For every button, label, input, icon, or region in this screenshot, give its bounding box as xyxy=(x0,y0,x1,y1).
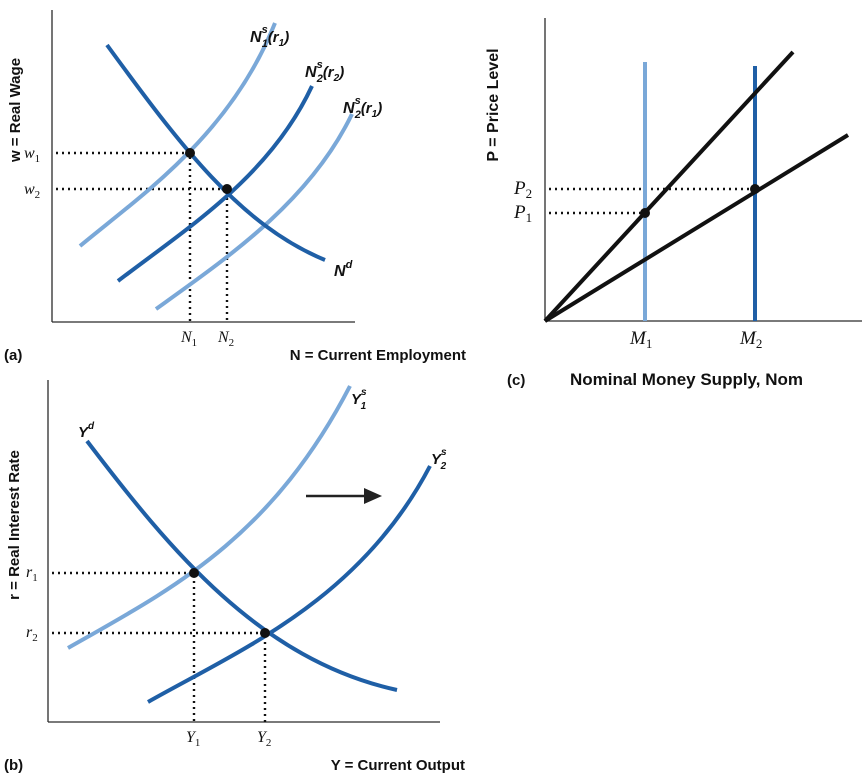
panel-a: w = Real Wage Ns 1(r1) Ns 2(r2) Ns 2(r1) Nd… xyxy=(4,10,466,364)
ys2-curve-label: Ys 2 xyxy=(431,447,447,472)
equilibrium-point-r1 xyxy=(189,568,199,578)
ys1-curve-label: Ys 1 xyxy=(351,387,367,412)
ns2-r2-curve-label: Ns 2(r2) xyxy=(305,59,344,85)
y1-tick-label: Y1 xyxy=(186,729,200,749)
price-ray-steep xyxy=(543,50,795,323)
panel-a-label: (a) xyxy=(4,347,22,364)
panel-b: r = Real Interest Rate Yd Ys 1 Ys 2 r1 r2 … xyxy=(4,380,465,774)
w2-guide xyxy=(56,187,229,322)
ns2-r1-curve-label: Ns 2(r1) xyxy=(343,95,382,121)
m2-tick-label: M2 xyxy=(739,328,762,351)
labor-supply-n2s-r2-curve xyxy=(116,85,314,283)
labor-demand-nd-curve xyxy=(105,43,326,262)
panel-c: P = Price Level P2 P1 M1 M2 (c) Nominal … xyxy=(485,18,862,389)
panel-c-label: (c) xyxy=(507,372,525,389)
p2-tick-label: P2 xyxy=(513,178,532,201)
output-supply-ys1-curve xyxy=(67,385,352,650)
ns1-r1-curve-label: Ns 1(r1) xyxy=(250,24,289,50)
panel-c-x-axis-label: Nominal Money Supply, Nom xyxy=(570,370,803,389)
nd-curve-label: Nd xyxy=(334,259,353,280)
equilibrium-point-1 xyxy=(185,148,195,158)
panel-a-y-axis-label: w = Real Wage xyxy=(7,58,24,163)
equilibrium-point-r2 xyxy=(260,628,270,638)
panel-b-label: (b) xyxy=(4,757,23,774)
y2-tick-label: Y2 xyxy=(257,729,271,749)
shift-arrow-head xyxy=(364,488,382,504)
n2-tick-label: N2 xyxy=(217,329,234,349)
panel-b-y-axis-label: r = Real Interest Rate xyxy=(6,450,23,600)
n1-tick-label: N1 xyxy=(180,329,197,349)
r1-tick-label: r1 xyxy=(26,564,38,584)
output-supply-ys2-curve xyxy=(147,465,432,704)
price-point-p1 xyxy=(640,208,650,218)
p1-tick-label: P1 xyxy=(513,202,532,225)
panel-c-y-axis-label: P = Price Level xyxy=(485,48,502,161)
yd-curve-label: Yd xyxy=(78,421,95,441)
equilibrium-point-2 xyxy=(222,184,232,194)
r2-guide xyxy=(52,631,267,722)
w2-tick-label: w2 xyxy=(24,181,40,201)
r2-tick-label: r2 xyxy=(26,624,38,644)
output-demand-yd-curve xyxy=(85,439,398,692)
price-point-p2 xyxy=(750,184,760,194)
price-ray-flat xyxy=(543,133,850,323)
m1-tick-label: M1 xyxy=(629,328,652,351)
panel-b-x-axis-label: Y = Current Output xyxy=(331,757,465,774)
w1-tick-label: w1 xyxy=(24,145,40,165)
r1-guide xyxy=(52,571,196,722)
panel-a-x-axis-label: N = Current Employment xyxy=(290,347,466,364)
labor-supply-n1s-r1-curve xyxy=(78,22,277,248)
labor-supply-n2s-r1-curve xyxy=(154,113,354,311)
